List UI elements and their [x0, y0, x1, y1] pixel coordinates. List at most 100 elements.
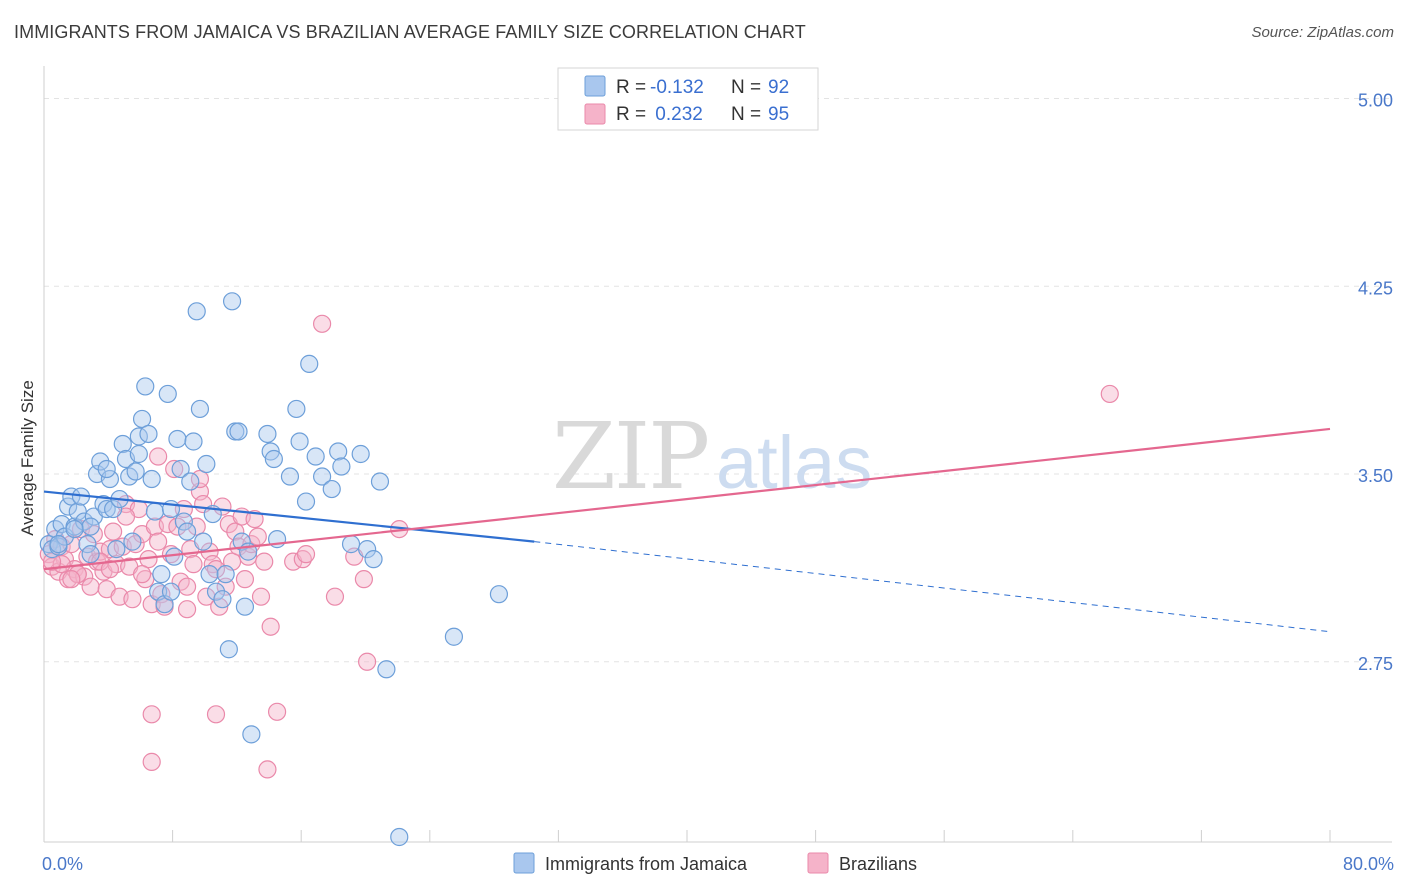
point-jamaica [81, 517, 100, 536]
point-brazilians [149, 532, 168, 551]
legend-n-value-jamaica: 92 [768, 77, 789, 98]
point-jamaica [91, 452, 110, 471]
point-jamaica [287, 399, 306, 419]
point-jamaica [181, 472, 200, 491]
point-brazilians [251, 587, 271, 606]
point-brazilians [203, 555, 222, 574]
point-jamaica [306, 447, 325, 466]
point-jamaica [329, 442, 348, 461]
point-brazilians [177, 600, 197, 619]
point-jamaica [174, 512, 193, 531]
watermark-zip: ZIP [552, 403, 708, 510]
point-jamaica [177, 522, 197, 541]
point-jamaica [187, 302, 206, 321]
legend-n-value-brazilians: 95 [768, 104, 789, 125]
point-jamaica [232, 532, 251, 551]
point-brazilians [296, 545, 316, 564]
point-brazilians [358, 652, 377, 671]
point-jamaica [107, 540, 126, 559]
series-legend: Immigrants from Jamaica Brazilians [513, 852, 917, 874]
point-brazilians [81, 577, 100, 596]
point-jamaica [213, 590, 232, 609]
point-jamaica [190, 399, 210, 419]
point-brazilians [226, 522, 245, 541]
point-jamaica [280, 467, 300, 486]
point-brazilians [100, 560, 120, 579]
point-jamaica [332, 457, 351, 476]
point-jamaica [123, 532, 142, 551]
point-jamaica [100, 469, 120, 489]
point-jamaica [136, 377, 155, 396]
y-tick-label: 3.50 [1358, 466, 1393, 486]
x-tick-label-min: 0.0% [42, 854, 83, 874]
source-credit: Source: ZipAtlas.com [1251, 24, 1394, 41]
point-jamaica [97, 499, 116, 519]
point-brazilians [142, 705, 161, 724]
point-brazilians [258, 760, 277, 779]
point-brazilians [248, 527, 267, 546]
point-jamaica [296, 492, 316, 511]
point-brazilians [245, 509, 264, 529]
point-jamaica [104, 499, 123, 519]
point-jamaica [194, 532, 213, 551]
y-tick-labels: 2.75 3.50 4.25 5.00 [1358, 91, 1393, 674]
legend-swatch-brazilians [584, 103, 606, 125]
point-jamaica [62, 487, 81, 506]
point-brazilians [104, 522, 123, 541]
y-axis-title: Average Family Size [18, 380, 37, 536]
point-jamaica [390, 827, 409, 847]
point-jamaica [312, 467, 332, 486]
point-brazilians [354, 570, 373, 589]
point-jamaica [152, 565, 171, 584]
point-jamaica [65, 519, 84, 539]
point-jamaica [139, 424, 158, 444]
point-brazilians [235, 570, 255, 589]
point-jamaica [81, 545, 100, 564]
point-jamaica [370, 472, 390, 491]
point-jamaica [444, 627, 464, 646]
point-jamaica [171, 459, 190, 479]
y-tick-label: 2.75 [1358, 654, 1393, 674]
y-tick-label: 5.00 [1358, 91, 1393, 111]
trend-line-jamaica-extension [534, 541, 1331, 633]
point-jamaica [113, 434, 132, 454]
point-jamaica [78, 535, 97, 554]
legend-n-label-jamaica: N = [731, 77, 761, 98]
point-jamaica [97, 459, 116, 479]
point-jamaica [158, 384, 177, 404]
point-jamaica [377, 660, 396, 679]
point-jamaica [216, 565, 235, 584]
legend-r-label-jamaica: R = [616, 77, 646, 98]
point-brazilians [123, 590, 142, 609]
legend-n-label-brazilians: N = [731, 104, 761, 125]
y-tick-label: 4.25 [1358, 278, 1393, 298]
correlation-legend: R = -0.132 N = 92 R = 0.232 N = 95 [557, 67, 819, 131]
point-brazilians [132, 565, 152, 584]
point-brazilians [142, 752, 161, 771]
legend-r-value-jamaica: -0.132 [650, 77, 704, 98]
point-brazilians [42, 552, 62, 571]
point-brazilians [165, 459, 184, 479]
point-jamaica [322, 479, 341, 499]
trend-line-brazilians [43, 427, 1331, 571]
point-jamaica [59, 497, 78, 516]
point-jamaica [200, 565, 219, 584]
bottom-legend-label-brazilians: Brazilians [839, 854, 917, 874]
point-jamaica [184, 432, 203, 451]
trend-lines [43, 427, 1331, 633]
point-jamaica [129, 444, 148, 464]
point-jamaica [55, 527, 74, 546]
point-brazilians [261, 617, 280, 636]
bottom-legend-swatch-jamaica [513, 852, 535, 874]
point-jamaica [358, 540, 377, 559]
point-jamaica [132, 409, 152, 429]
point-brazilians [293, 550, 312, 569]
series-brazilians [39, 314, 1119, 779]
point-jamaica [489, 585, 509, 604]
watermark-atlas: atlas [716, 421, 872, 504]
point-jamaica [300, 354, 319, 373]
grid-lines [44, 98, 1392, 663]
point-jamaica [258, 424, 277, 444]
point-jamaica [290, 432, 309, 451]
